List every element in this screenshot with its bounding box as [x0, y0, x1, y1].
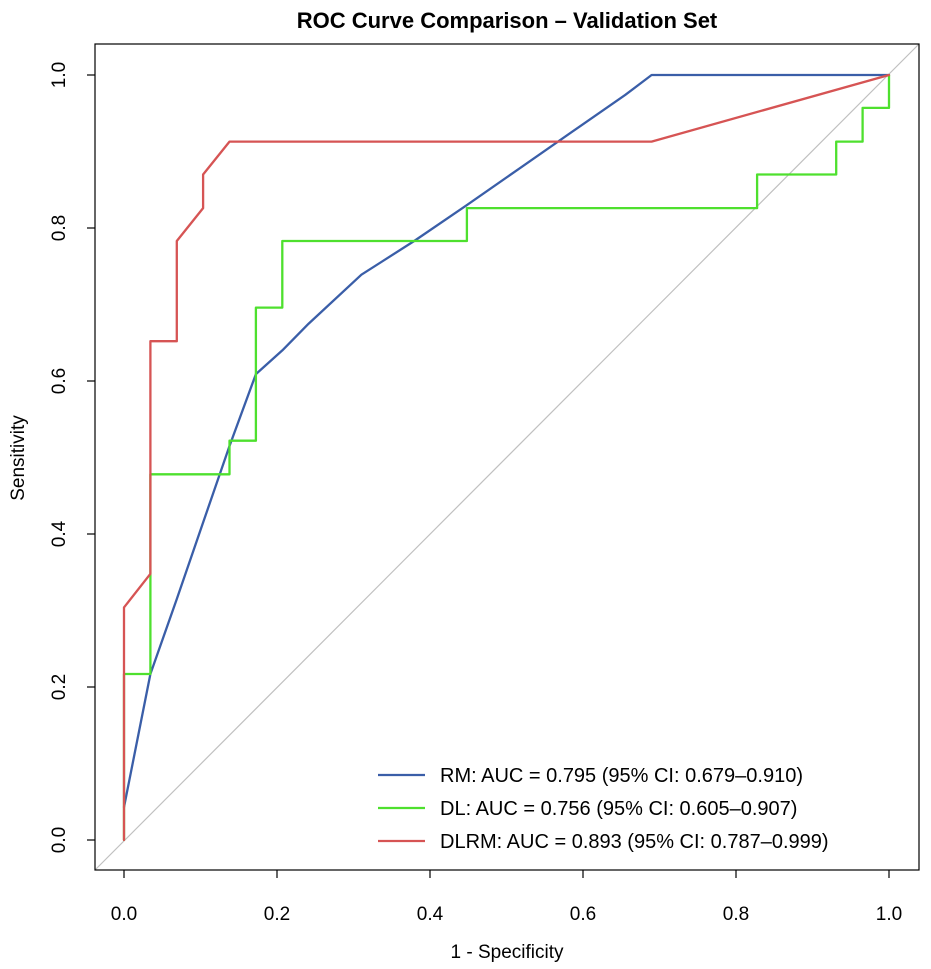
x-tick-label: 0.4	[417, 904, 444, 925]
y-tick-label: 0.0	[49, 827, 70, 853]
y-tick-label: 0.4	[49, 520, 70, 547]
reference-diagonal-line	[94, 43, 920, 871]
x-tick-label: 0.8	[723, 904, 749, 925]
series-line-dlrm	[122, 73, 891, 842]
legend: RM: AUC = 0.795 (95% CI: 0.679–0.910) DL:…	[378, 765, 829, 853]
legend-label-dl: DL: AUC = 0.756 (95% CI: 0.605–0.907)	[440, 798, 797, 820]
y-tick-label: 0.8	[49, 215, 70, 241]
axes: 0.0 0.2 0.4 0.6 0.8 1.0 0.0 0.2 0.4 0.6 0.8 1.0	[49, 43, 920, 925]
series-line-dl	[122, 73, 891, 842]
legend-label-dlrm: DLRM: AUC = 0.893 (95% CI: 0.787–0.999)	[440, 831, 829, 853]
plot-area	[94, 43, 920, 871]
y-tick-label: 1.0	[49, 62, 70, 88]
y-tick-label: 0.2	[49, 674, 70, 700]
series-line-rm	[122, 73, 891, 809]
x-axis-title: 1 - Specificity	[451, 942, 564, 963]
x-tick-label: 0.0	[111, 904, 137, 925]
y-axis-title: Sensitivity	[8, 415, 29, 501]
x-tick-label: 1.0	[876, 904, 902, 925]
x-tick-label: 0.6	[570, 904, 596, 925]
x-tick-label: 0.2	[264, 904, 290, 925]
y-tick-label: 0.6	[49, 368, 70, 394]
legend-label-rm: RM: AUC = 0.795 (95% CI: 0.679–0.910)	[440, 765, 803, 787]
plot-frame	[94, 43, 920, 871]
chart-title: ROC Curve Comparison – Validation Set	[297, 8, 718, 33]
